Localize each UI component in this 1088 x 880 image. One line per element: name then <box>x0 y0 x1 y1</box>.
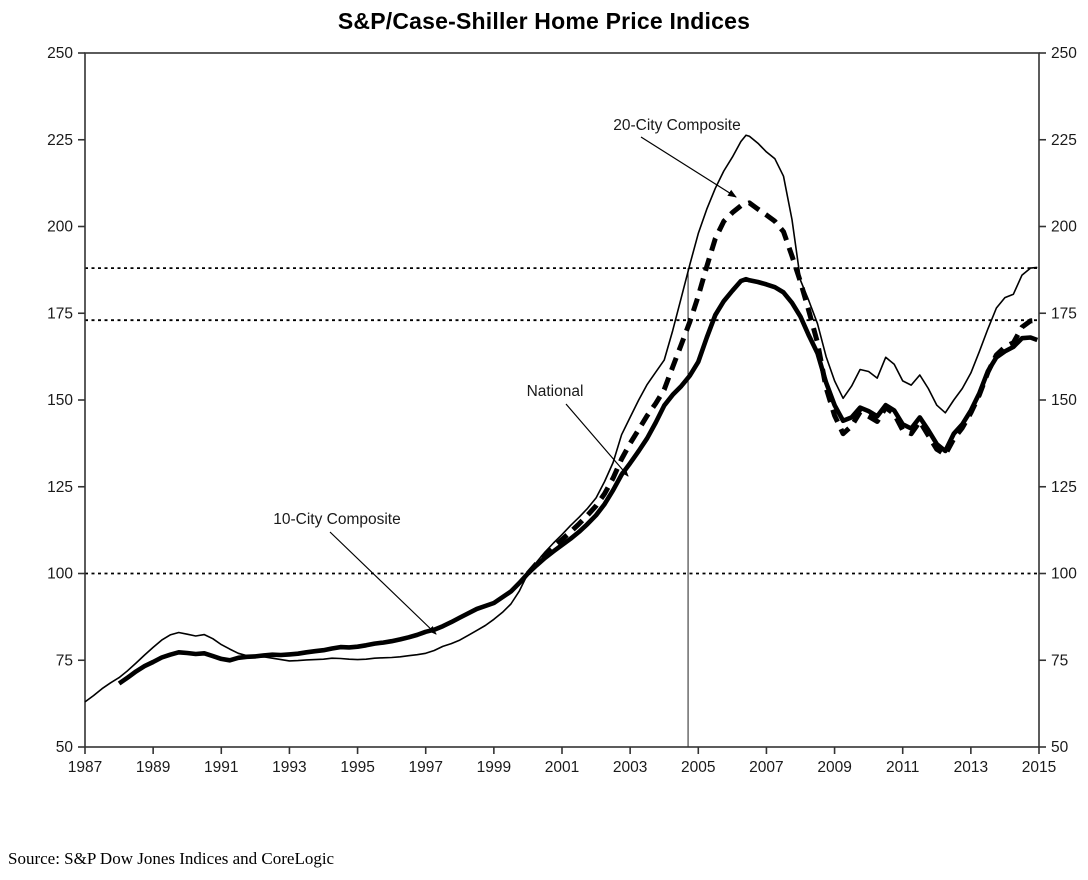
y-tick-label-left: 250 <box>47 45 73 62</box>
y-tick-label-left: 50 <box>56 739 74 756</box>
y-tick-label-left: 125 <box>47 479 73 496</box>
y-tick-label-right: 250 <box>1051 45 1077 62</box>
x-tick-label: 2013 <box>954 759 988 776</box>
x-tick-label: 2009 <box>817 759 851 776</box>
y-tick-label-left: 200 <box>47 219 73 236</box>
annotation-label-national: National <box>527 383 584 400</box>
y-tick-label-right: 75 <box>1051 652 1068 669</box>
x-tick-label: 2005 <box>681 759 715 776</box>
plot-frame <box>84 52 1040 748</box>
series-20-city-composite <box>526 200 1038 576</box>
x-tick-label: 1991 <box>204 759 238 776</box>
y-tick-label-left: 150 <box>47 392 73 409</box>
x-tick-label: 2015 <box>1022 759 1056 776</box>
y-tick-label-right: 200 <box>1051 219 1077 236</box>
x-axis-ticks: 1987 1989 1991 1993 1995 1997 1999 2001 2003 2005… <box>68 747 1056 776</box>
source-note: Source: S&P Dow Jones Indices and CoreLo… <box>8 849 335 868</box>
x-tick-label: 2011 <box>886 759 919 776</box>
x-tick-label: 2003 <box>613 759 647 776</box>
annotation-arrow-national <box>565 403 629 477</box>
annotation-national: National <box>527 383 629 477</box>
annotation-label-10-city-composite: 10-City Composite <box>273 511 401 528</box>
reference-dotted-lines <box>85 267 1039 575</box>
annotation-10-city-composite: 10-City Composite <box>273 511 437 635</box>
price-index-chart: 50 50 75 75 100 100 125 125 150 150 175 175 200 200 22… <box>47 45 1077 776</box>
y-tick-label-right: 175 <box>1051 305 1077 322</box>
x-tick-label: 1993 <box>272 759 306 776</box>
annotation-arrow-20-city-composite <box>640 136 737 198</box>
series-10-city-composite <box>84 134 1038 703</box>
x-tick-label: 1999 <box>477 759 511 776</box>
annotation-arrow-10-city-composite <box>329 531 437 635</box>
annotation-20-city-composite: 20-City Composite <box>613 117 741 198</box>
y-tick-label-left: 175 <box>47 305 73 322</box>
series-national <box>117 276 1039 686</box>
y-tick-label-left: 100 <box>47 566 73 583</box>
y-tick-label-right: 150 <box>1051 392 1077 409</box>
x-tick-label: 2007 <box>749 759 783 776</box>
annotation-label-20-city-composite: 20-City Composite <box>613 117 741 134</box>
x-tick-label: 1995 <box>340 759 374 776</box>
y-tick-label-right: 225 <box>1051 132 1077 149</box>
y-tick-label-right: 100 <box>1051 566 1077 583</box>
y-axis-ticks: 50 50 75 75 100 100 125 125 150 150 175 175 200 200 22… <box>47 45 1077 756</box>
y-tick-label-right: 50 <box>1051 739 1069 756</box>
x-tick-label: 1997 <box>408 759 442 776</box>
x-tick-label: 1989 <box>136 759 170 776</box>
y-tick-label-left: 75 <box>56 652 73 669</box>
x-tick-label: 2001 <box>545 759 579 776</box>
y-tick-label-right: 125 <box>1051 479 1077 496</box>
x-tick-label: 1987 <box>68 759 102 776</box>
chart-title: S&P/Case-Shiller Home Price Indices <box>337 8 751 34</box>
y-tick-label-left: 225 <box>47 132 73 149</box>
